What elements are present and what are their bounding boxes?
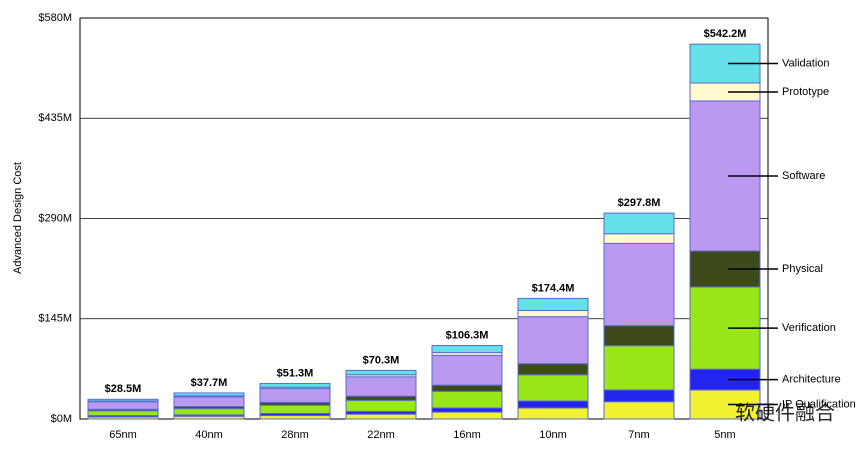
bar-segment — [345, 399, 417, 412]
bar-segment — [603, 242, 675, 327]
legend-label: Physical — [782, 263, 823, 275]
x-tick-label: 40nm — [195, 429, 223, 441]
bar-segment — [87, 401, 159, 410]
legend-label: Prototype — [782, 86, 829, 98]
bar-segment — [259, 415, 331, 420]
bar-segment — [517, 374, 589, 402]
bar-segment — [517, 309, 589, 318]
bar-segment — [603, 325, 675, 347]
bar-segment — [259, 404, 331, 414]
bar-segment — [345, 376, 417, 397]
legend-label: Architecture — [782, 373, 841, 385]
total-label: $106.3M — [446, 329, 489, 341]
y-axis-label: Advanced Design Cost — [12, 162, 24, 274]
x-tick-label: 5nm — [714, 429, 735, 441]
bar-segment — [517, 363, 589, 376]
x-tick-label: 28nm — [281, 429, 309, 441]
bar-segment — [517, 407, 589, 420]
x-tick-label: 16nm — [453, 429, 481, 441]
watermark: 软硬件融合 — [735, 401, 835, 424]
total-label: $28.5M — [105, 383, 142, 395]
legend-label: Validation — [782, 57, 830, 69]
bar-segment — [603, 401, 675, 420]
legend-label: IP Qualification — [782, 398, 856, 410]
x-tick-label: 22nm — [367, 429, 395, 441]
y-tick-label: $580M — [38, 12, 72, 24]
total-label: $51.3M — [277, 367, 314, 379]
bar-segment — [603, 233, 675, 244]
total-label: $174.4M — [532, 282, 575, 294]
bar-segment — [173, 408, 245, 416]
bar-segment — [431, 354, 503, 386]
bar-segment — [517, 316, 589, 365]
total-label: $37.7M — [191, 377, 228, 389]
bar-segment — [603, 389, 675, 403]
bar-segment — [259, 388, 331, 403]
y-tick-label: $145M — [38, 313, 72, 325]
bar-segment — [431, 411, 503, 420]
bar-segment — [259, 383, 331, 388]
total-label: $542.2M — [704, 28, 747, 40]
bar-segment — [431, 345, 503, 354]
x-tick-label: 10nm — [539, 429, 567, 441]
bar-segment — [87, 410, 159, 417]
y-tick-label: $435M — [38, 112, 72, 124]
legend-label: Verification — [782, 322, 836, 334]
bar-segment — [603, 345, 675, 391]
bar-segment — [345, 369, 417, 376]
bar-segment — [345, 395, 417, 401]
bar-segment — [431, 384, 503, 392]
bar-segment — [173, 396, 245, 408]
y-tick-label: $290M — [38, 212, 72, 224]
legend-label: Software — [782, 170, 825, 182]
total-label: $297.8M — [618, 197, 661, 209]
x-tick-label: 7nm — [628, 429, 649, 441]
y-tick-label: $0M — [51, 413, 72, 425]
bar-segment — [517, 297, 589, 311]
bar-segment — [345, 413, 417, 420]
total-label: $70.3M — [363, 354, 400, 366]
bar-segment — [517, 400, 589, 409]
bar-segment — [87, 398, 159, 402]
bar-segment — [431, 407, 503, 413]
x-tick-label: 65nm — [109, 429, 137, 441]
bar-segment — [603, 212, 675, 235]
bar-segment — [431, 390, 503, 409]
bar-segment — [173, 392, 245, 397]
